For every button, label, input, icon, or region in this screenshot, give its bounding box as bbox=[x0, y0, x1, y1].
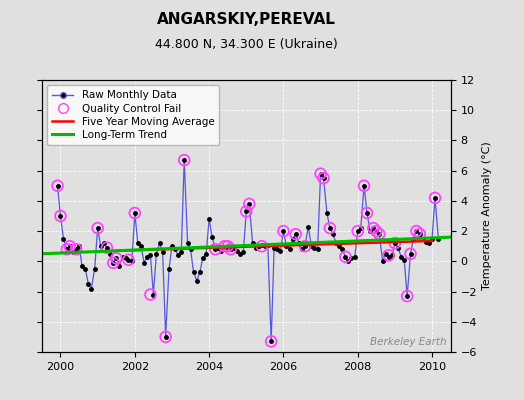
Point bbox=[372, 228, 380, 234]
Point bbox=[72, 246, 80, 252]
Point bbox=[180, 157, 189, 163]
Point bbox=[341, 254, 350, 260]
Point bbox=[360, 182, 368, 189]
Y-axis label: Temperature Anomaly (°C): Temperature Anomaly (°C) bbox=[483, 142, 493, 290]
Point bbox=[385, 252, 393, 258]
Point bbox=[391, 240, 399, 246]
Text: 44.800 N, 34.300 E (Ukraine): 44.800 N, 34.300 E (Ukraine) bbox=[155, 38, 337, 51]
Point bbox=[224, 243, 232, 250]
Point bbox=[53, 182, 62, 189]
Point bbox=[211, 246, 220, 252]
Point bbox=[326, 225, 334, 231]
Point bbox=[56, 213, 64, 219]
Point bbox=[301, 243, 309, 250]
Point bbox=[291, 231, 300, 237]
Point bbox=[221, 243, 229, 250]
Point bbox=[124, 257, 133, 263]
Point bbox=[412, 228, 421, 234]
Point bbox=[93, 225, 102, 231]
Point bbox=[319, 175, 328, 182]
Point bbox=[403, 293, 411, 299]
Point bbox=[112, 255, 121, 262]
Point bbox=[242, 208, 250, 215]
Point bbox=[258, 243, 266, 250]
Point bbox=[63, 246, 71, 252]
Point bbox=[354, 228, 362, 234]
Point bbox=[316, 170, 325, 177]
Point bbox=[245, 201, 254, 207]
Point bbox=[66, 243, 74, 250]
Point bbox=[267, 338, 276, 345]
Point bbox=[406, 250, 414, 257]
Point bbox=[146, 291, 155, 298]
Text: Berkeley Earth: Berkeley Earth bbox=[370, 336, 446, 346]
Point bbox=[226, 246, 235, 252]
Point bbox=[161, 334, 170, 340]
Point bbox=[369, 225, 378, 231]
Point bbox=[363, 210, 371, 216]
Point bbox=[103, 244, 111, 251]
Point bbox=[416, 231, 424, 237]
Legend: Raw Monthly Data, Quality Control Fail, Five Year Moving Average, Long-Term Tren: Raw Monthly Data, Quality Control Fail, … bbox=[47, 85, 220, 145]
Point bbox=[130, 210, 139, 216]
Point bbox=[375, 231, 384, 237]
Point bbox=[431, 195, 439, 201]
Point bbox=[109, 260, 117, 266]
Point bbox=[279, 228, 288, 234]
Text: ANGARSKIY,PEREVAL: ANGARSKIY,PEREVAL bbox=[157, 12, 336, 27]
